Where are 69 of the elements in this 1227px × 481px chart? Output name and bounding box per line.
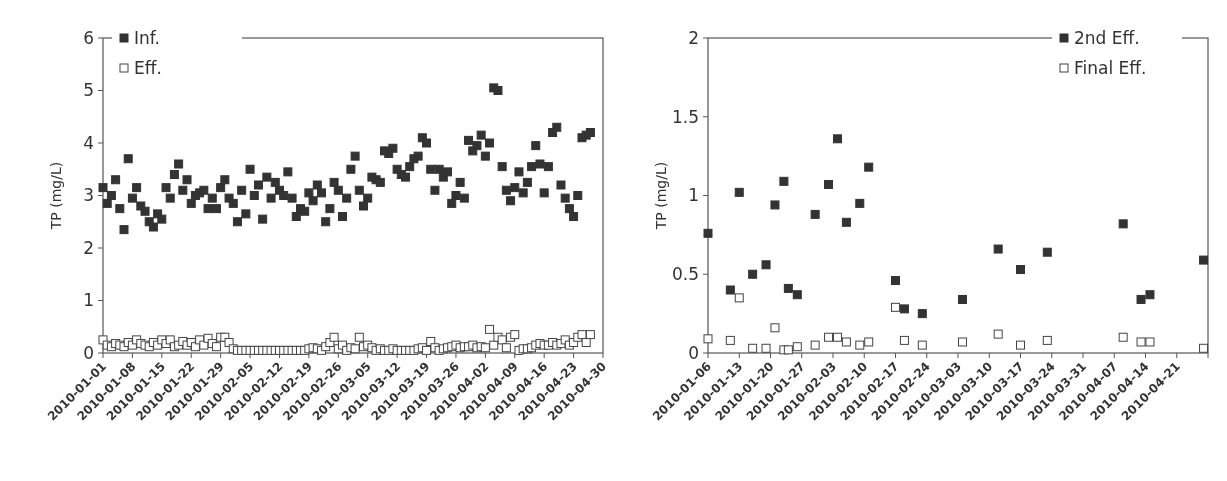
point [855, 198, 865, 208]
y-tick-label: 5 [83, 80, 94, 101]
point [899, 335, 909, 345]
point [1145, 290, 1155, 300]
y-axis-title: TP (mg/L) [48, 161, 64, 231]
y-tick-label: 0.5 [671, 264, 699, 285]
point [1199, 343, 1209, 353]
point [761, 343, 771, 353]
point [734, 187, 744, 197]
point [1145, 337, 1155, 347]
point [1016, 265, 1025, 275]
point [824, 179, 834, 189]
point [1118, 219, 1128, 229]
y-tick-label: 6 [83, 27, 94, 48]
point [832, 134, 842, 144]
point [917, 340, 927, 350]
y-tick-label: 4 [83, 132, 94, 153]
point [725, 285, 735, 295]
legend-label: Inf. [134, 27, 160, 48]
point [899, 304, 909, 314]
y-tick-label: 2 [688, 27, 699, 48]
point [792, 342, 802, 352]
point [993, 244, 1003, 254]
point [770, 200, 780, 210]
point [891, 302, 900, 312]
point [993, 329, 1003, 339]
point [1042, 247, 1052, 257]
point [792, 290, 802, 300]
y-axis-title: TP (mg/L) [653, 161, 669, 231]
legend-label: Final Eff. [1074, 57, 1147, 78]
y-tick-label: 1 [688, 185, 699, 206]
point [864, 337, 874, 347]
legend-label: Eff. [134, 57, 162, 78]
y-tick-label: 1.5 [671, 106, 699, 127]
point [734, 293, 744, 303]
point [841, 217, 851, 227]
point [770, 323, 780, 333]
point [810, 209, 820, 219]
point [810, 340, 820, 350]
point [864, 162, 874, 172]
y-tick-label: 1 [83, 290, 94, 311]
point [761, 260, 771, 270]
point [703, 334, 713, 344]
point [783, 283, 793, 293]
point [748, 343, 758, 353]
y-tick-label: 0 [83, 342, 94, 363]
legend-label: 2nd Eff. [1074, 27, 1140, 48]
point [1199, 255, 1209, 265]
point [917, 309, 927, 319]
point [824, 332, 834, 342]
point [855, 340, 865, 350]
point [957, 337, 967, 347]
point [725, 335, 735, 345]
point [748, 269, 758, 279]
y-tick-label: 2 [83, 237, 94, 258]
point [1042, 335, 1052, 345]
y-tick-label: 3 [83, 185, 94, 206]
point [957, 294, 967, 304]
point [832, 332, 842, 342]
point [1136, 337, 1146, 347]
y-tick-label: 0 [688, 342, 699, 363]
point [1016, 340, 1025, 350]
point [841, 337, 851, 347]
point [1136, 294, 1146, 304]
point [703, 228, 713, 238]
point [1118, 332, 1128, 342]
point [783, 345, 793, 355]
point [891, 276, 900, 286]
point [779, 176, 789, 186]
